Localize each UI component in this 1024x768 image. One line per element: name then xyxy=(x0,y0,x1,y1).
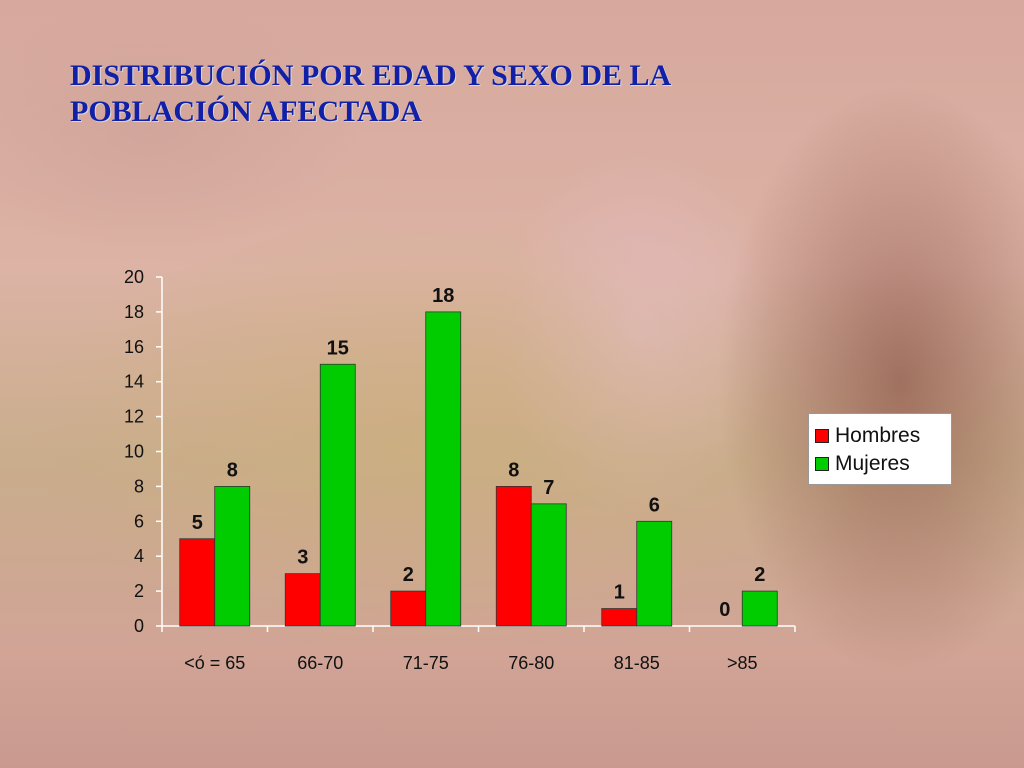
slide-title-line-2: POBLACIÓN AFECTADA xyxy=(70,95,422,128)
data-label-mujeres: 15 xyxy=(327,337,349,359)
bar-mujeres xyxy=(636,520,673,627)
x-tick-label: <ó = 65 xyxy=(184,653,245,673)
bar-mujeres xyxy=(214,485,251,627)
bar-mujeres xyxy=(741,590,778,627)
bar-mujeres xyxy=(425,311,462,627)
y-tick-label: 14 xyxy=(124,372,144,392)
data-label-hombres: 0 xyxy=(719,599,730,621)
data-label-mujeres: 7 xyxy=(543,477,554,499)
bar-hombres xyxy=(284,573,321,627)
data-label-mujeres: 6 xyxy=(649,494,660,516)
bar-hombres xyxy=(179,538,216,627)
data-label-mujeres: 8 xyxy=(227,459,238,481)
slide-title: DISTRIBUCIÓN POR EDAD Y SEXO DE LA POBLA… xyxy=(70,58,830,130)
x-tick-label: >85 xyxy=(727,653,758,673)
bar-mujeres xyxy=(319,363,356,627)
data-label-hombres: 8 xyxy=(508,459,519,481)
y-tick-label: 16 xyxy=(124,337,144,357)
legend-label-mujeres: Mujeres xyxy=(835,452,910,475)
y-tick-label: 6 xyxy=(134,511,144,531)
x-tick-label: 66-70 xyxy=(297,653,343,673)
y-tick-label: 0 xyxy=(134,616,144,636)
y-tick-label: 10 xyxy=(124,442,144,462)
y-tick-label: 12 xyxy=(124,407,144,427)
legend-swatch-mujeres xyxy=(815,457,829,471)
legend-item-hombres: Hombres xyxy=(815,422,945,450)
y-tick-label: 4 xyxy=(134,546,144,566)
y-tick-label: 8 xyxy=(134,476,144,496)
y-tick-label: 18 xyxy=(124,302,144,322)
bar-mujeres xyxy=(530,503,567,627)
chart-legend: Hombres Mujeres xyxy=(808,413,952,485)
x-tick-label: 71-75 xyxy=(403,653,449,673)
y-tick-label: 20 xyxy=(124,267,144,287)
bar-hombres xyxy=(495,485,532,627)
bar-hombres xyxy=(601,608,638,627)
data-label-hombres: 5 xyxy=(192,512,203,534)
y-tick-label: 2 xyxy=(134,581,144,601)
data-label-hombres: 2 xyxy=(403,564,414,586)
legend-item-mujeres: Mujeres xyxy=(815,450,945,478)
data-label-hombres: 3 xyxy=(297,547,308,569)
x-tick-label: 81-85 xyxy=(614,653,660,673)
bar-hombres xyxy=(390,590,427,627)
legend-swatch-hombres xyxy=(815,429,829,443)
slide-title-line-1: DISTRIBUCIÓN POR EDAD Y SEXO DE LA xyxy=(70,59,672,92)
x-tick-label: 76-80 xyxy=(508,653,554,673)
data-label-hombres: 1 xyxy=(614,582,625,604)
data-label-mujeres: 18 xyxy=(432,285,454,307)
legend-label-hombres: Hombres xyxy=(835,424,921,447)
data-label-mujeres: 2 xyxy=(754,564,765,586)
